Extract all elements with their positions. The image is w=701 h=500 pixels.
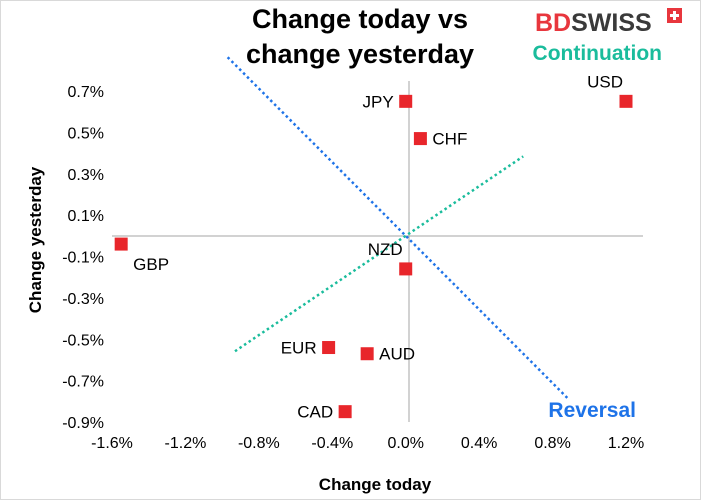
point-marker-eur xyxy=(322,341,336,355)
point-label-cad: CAD xyxy=(297,403,333,422)
point-label-gbp: GBP xyxy=(133,255,169,274)
svg-text:BDSWISS: BDSWISS xyxy=(535,9,652,37)
chart-title-line-1: Change today vs xyxy=(252,4,468,34)
point-label-chf: CHF xyxy=(432,130,467,149)
x-tick-label: 0.8% xyxy=(534,435,570,452)
logo-text-bd: BD xyxy=(535,9,571,37)
x-tick-label: -1.2% xyxy=(165,435,207,452)
point-marker-usd xyxy=(619,94,633,108)
y-tick-labels: 0.7% 0.5% 0.3% 0.1% -0.1% -0.3% -0.5% -0.7% -0.9… xyxy=(62,84,104,432)
logo-text-swiss: SWISS xyxy=(571,9,652,37)
x-tick-labels: -1.6% -1.2% -0.8% -0.4% 0.0% 0.4% 0.8% 1.2% xyxy=(91,435,644,452)
point-marker-cad xyxy=(338,405,352,419)
x-tick-label: 0.4% xyxy=(461,435,497,452)
point-label-eur: EUR xyxy=(281,339,317,358)
point-label-nzd: NZD xyxy=(368,240,403,259)
point-marker-jpy xyxy=(399,94,413,108)
y-tick-label: -0.1% xyxy=(62,250,104,267)
point-label-jpy: JPY xyxy=(363,92,394,111)
bdswiss-logo: BDSWISS xyxy=(535,8,682,37)
chart-title-line-2: change yesterday xyxy=(246,39,474,69)
reversal-label: Reversal xyxy=(548,399,636,422)
y-tick-label: 0.5% xyxy=(68,125,104,142)
y-tick-label: 0.1% xyxy=(68,208,104,225)
point-marker-aud xyxy=(360,347,374,361)
x-tick-label: -0.8% xyxy=(238,435,280,452)
x-tick-label: 0.0% xyxy=(387,435,423,452)
y-tick-label: -0.7% xyxy=(62,374,104,391)
y-tick-label: -0.9% xyxy=(62,415,104,432)
swiss-cross-icon xyxy=(667,8,682,23)
x-axis-title: Change today xyxy=(319,475,432,494)
y-tick-label: 0.3% xyxy=(68,167,104,184)
y-tick-label: 0.7% xyxy=(68,84,104,101)
data-points: USD JPY CHF GBP NZD EUR AUD CAD xyxy=(114,72,633,422)
y-tick-label: -0.3% xyxy=(62,291,104,308)
x-tick-label: 1.2% xyxy=(608,435,644,452)
x-tick-label: -0.4% xyxy=(311,435,353,452)
point-marker-chf xyxy=(413,132,427,146)
y-axis-title: Change yesterday xyxy=(26,166,45,313)
point-label-aud: AUD xyxy=(379,345,415,364)
continuation-label: Continuation xyxy=(533,42,662,65)
y-tick-label: -0.5% xyxy=(62,332,104,349)
point-marker-nzd xyxy=(399,262,413,276)
x-tick-label: -1.6% xyxy=(91,435,133,452)
point-marker-gbp xyxy=(114,237,128,251)
point-label-usd: USD xyxy=(587,72,623,91)
